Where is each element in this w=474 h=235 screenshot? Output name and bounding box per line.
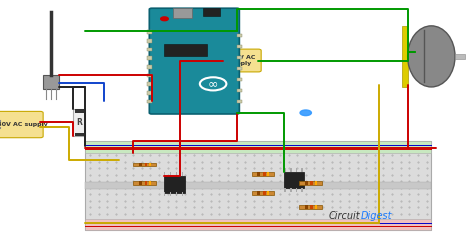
Bar: [237, 67, 242, 70]
Bar: [310, 181, 313, 185]
Bar: [252, 172, 274, 176]
Bar: [145, 181, 147, 185]
Bar: [173, 8, 192, 18]
Bar: [43, 75, 59, 89]
Bar: [170, 172, 171, 176]
Bar: [147, 74, 152, 77]
FancyBboxPatch shape: [0, 111, 43, 138]
Bar: [164, 192, 165, 196]
Bar: [85, 141, 431, 153]
Bar: [301, 168, 303, 172]
Bar: [305, 205, 308, 209]
Text: Circuit: Circuit: [328, 211, 360, 221]
Text: ∞: ∞: [208, 77, 219, 90]
Bar: [237, 100, 242, 103]
Bar: [263, 191, 266, 195]
Bar: [85, 219, 431, 230]
Bar: [257, 191, 260, 195]
Circle shape: [300, 110, 311, 116]
Bar: [257, 172, 260, 176]
Bar: [203, 8, 220, 16]
Bar: [133, 181, 156, 185]
Bar: [284, 168, 286, 172]
Bar: [147, 91, 152, 95]
Bar: [290, 168, 292, 172]
Bar: [176, 172, 177, 176]
Bar: [85, 182, 431, 189]
Ellipse shape: [408, 26, 455, 87]
FancyBboxPatch shape: [149, 8, 239, 114]
Bar: [149, 181, 151, 185]
Bar: [147, 65, 152, 69]
Bar: [296, 168, 297, 172]
Bar: [305, 181, 308, 185]
Text: Digest: Digest: [360, 211, 392, 221]
Bar: [182, 172, 183, 176]
Bar: [147, 56, 152, 60]
Bar: [170, 192, 171, 196]
Bar: [237, 45, 242, 48]
Bar: [164, 172, 165, 176]
Bar: [73, 109, 85, 136]
Bar: [284, 172, 304, 188]
Bar: [149, 163, 151, 166]
Bar: [85, 141, 431, 230]
Bar: [252, 191, 274, 195]
Circle shape: [161, 17, 168, 21]
Bar: [147, 39, 152, 43]
Text: R: R: [76, 118, 82, 127]
Bar: [315, 181, 317, 185]
Bar: [139, 181, 142, 185]
Bar: [299, 181, 322, 185]
Bar: [284, 188, 286, 192]
Bar: [75, 133, 84, 136]
Bar: [147, 30, 152, 34]
Bar: [301, 188, 303, 192]
Bar: [237, 56, 242, 59]
Bar: [296, 188, 297, 192]
Bar: [133, 163, 156, 166]
Text: 230V AC supply: 230V AC supply: [0, 122, 47, 127]
Text: 230V AC
supply: 230V AC supply: [226, 55, 255, 66]
Bar: [139, 163, 142, 166]
Bar: [75, 109, 84, 113]
Bar: [164, 43, 207, 56]
FancyBboxPatch shape: [220, 49, 261, 72]
Bar: [176, 192, 177, 196]
Bar: [145, 163, 147, 166]
Bar: [237, 34, 242, 37]
Bar: [402, 26, 408, 87]
Bar: [455, 54, 465, 59]
Bar: [315, 205, 317, 209]
Bar: [147, 82, 152, 86]
Bar: [147, 48, 152, 51]
Bar: [182, 192, 183, 196]
Bar: [237, 78, 242, 81]
Bar: [290, 188, 292, 192]
Bar: [263, 172, 266, 176]
Bar: [267, 191, 269, 195]
Bar: [164, 176, 185, 193]
Bar: [267, 172, 269, 176]
Bar: [299, 205, 322, 209]
Bar: [237, 89, 242, 92]
Bar: [310, 205, 313, 209]
Bar: [147, 100, 152, 103]
